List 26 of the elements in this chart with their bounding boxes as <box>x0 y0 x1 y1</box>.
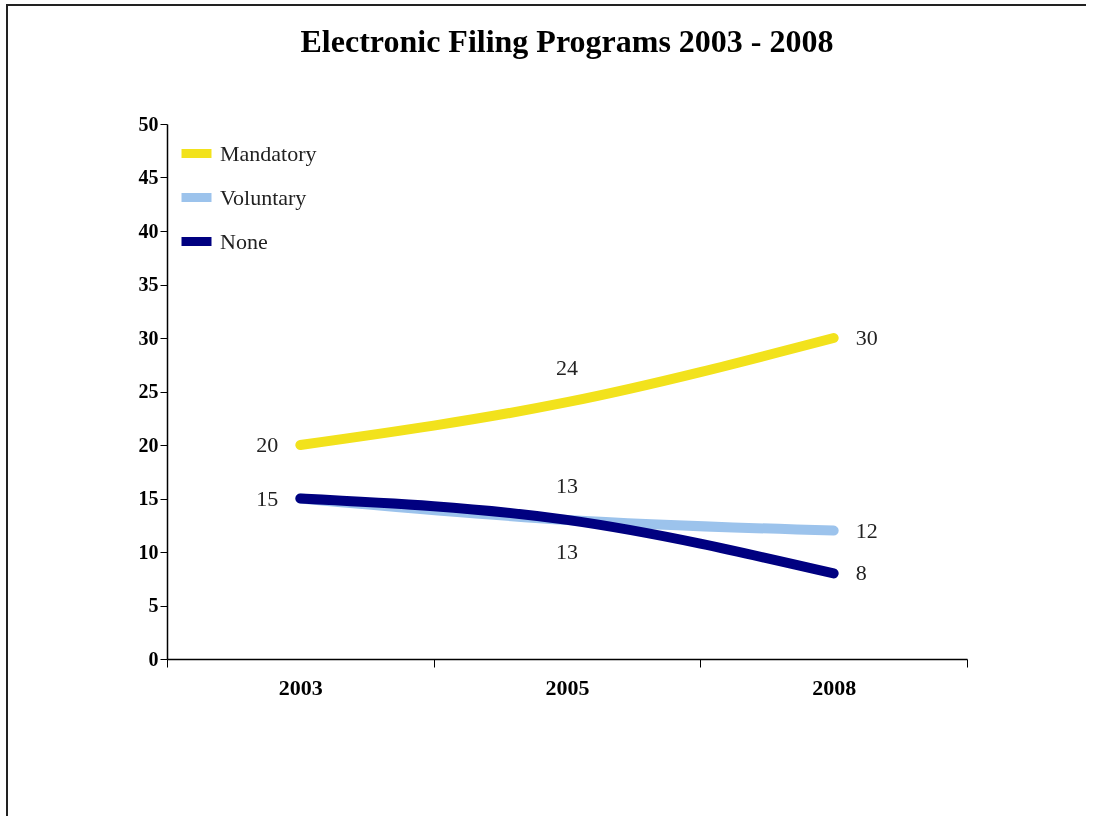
x-tick-label: 2008 <box>812 674 857 700</box>
x-tick-label: 2003 <box>278 674 323 700</box>
legend-label: Mandatory <box>220 140 317 166</box>
y-tick-label: 0 <box>148 647 159 670</box>
data-label: 12 <box>855 517 878 543</box>
data-label: 13 <box>556 472 578 498</box>
chart-title: Electronic Filing Programs 2003 - 2008 <box>300 23 834 59</box>
y-tick-label: 5 <box>148 594 159 616</box>
x-tick-label: 2005 <box>545 674 590 700</box>
y-tick-label: 20 <box>138 433 159 456</box>
data-label: 24 <box>556 355 578 381</box>
y-tick-label: 15 <box>138 487 159 509</box>
data-label: 30 <box>855 325 878 350</box>
data-label: 15 <box>256 485 279 511</box>
legend-label: None <box>220 228 268 254</box>
data-label: 20 <box>256 432 279 457</box>
y-tick-label: 10 <box>138 540 159 563</box>
y-tick-label: 50 <box>138 112 159 135</box>
data-label: 8 <box>855 560 867 586</box>
y-tick-label: 40 <box>138 219 159 242</box>
y-tick-label: 25 <box>138 380 159 402</box>
y-tick-label: 30 <box>138 326 159 349</box>
data-label: 13 <box>556 538 578 564</box>
y-tick-label: 35 <box>138 273 159 295</box>
y-tick-label: 45 <box>138 166 159 188</box>
legend-label: Voluntary <box>220 184 307 210</box>
